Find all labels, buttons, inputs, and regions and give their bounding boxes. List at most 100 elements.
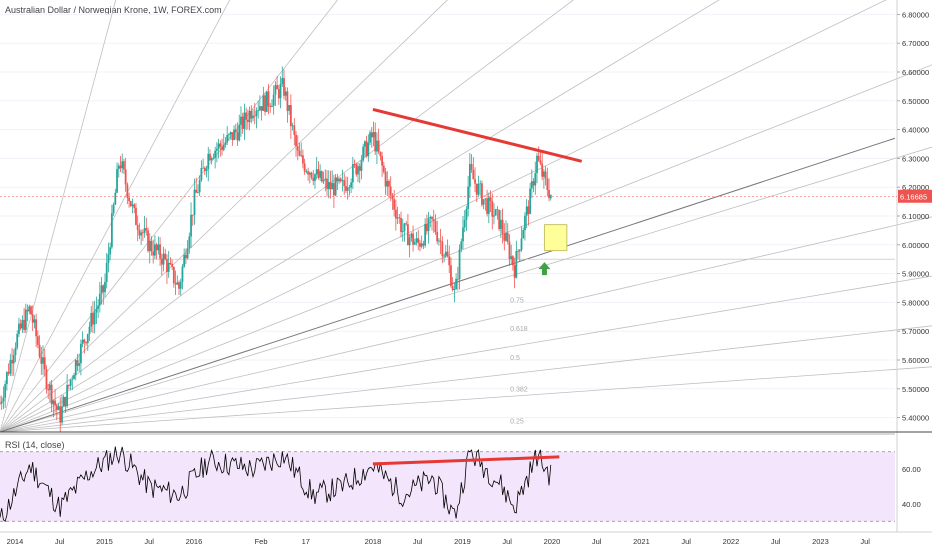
candle-body [400, 217, 402, 233]
candle-body [424, 223, 427, 246]
candle-body [135, 207, 137, 225]
candle-body [510, 256, 513, 260]
price-tick-label: 6.40000 [902, 126, 929, 135]
support-trendline [0, 137, 896, 433]
last-price-badge [898, 189, 932, 203]
candle-body [200, 168, 203, 181]
candle-body [121, 161, 124, 169]
candle-body [415, 238, 418, 243]
candle-body [336, 177, 339, 182]
candle-body [141, 232, 144, 234]
candle-body [31, 314, 34, 323]
time-tick-label: 2016 [186, 537, 203, 546]
price-tick-label: 5.60000 [902, 356, 929, 365]
candle-body [85, 342, 87, 344]
candle-body [67, 385, 70, 386]
time-tick-label: 2019 [454, 537, 471, 546]
candle-body [398, 217, 401, 219]
candle-body [479, 183, 482, 185]
candle-body [241, 116, 244, 129]
candle-body [367, 142, 370, 157]
candle-body [544, 171, 547, 179]
candle-body [481, 183, 483, 205]
candle-body [148, 240, 151, 251]
candle-body [233, 129, 235, 141]
candle-body [276, 85, 279, 90]
candle-body [274, 85, 277, 95]
candle-body [289, 105, 292, 127]
candle-body [508, 241, 511, 260]
candle-body [114, 192, 117, 205]
candle-body [487, 197, 490, 214]
candle-body [188, 236, 191, 249]
candle-body [79, 343, 82, 364]
candle-body [43, 357, 46, 370]
time-tick-label: 2018 [365, 537, 382, 546]
candle-body [105, 263, 108, 282]
candle-body [19, 323, 22, 329]
candle-body [107, 254, 110, 264]
rsi-band [0, 451, 895, 522]
candle-body [474, 179, 476, 184]
time-tick-label: 2020 [544, 537, 561, 546]
candle-body [437, 240, 440, 242]
candle-body [126, 184, 129, 198]
candle-body [136, 224, 139, 231]
time-tick-label: 2014 [7, 537, 24, 546]
candle-body [384, 171, 387, 187]
candle-body [35, 319, 38, 337]
candle-body [219, 143, 222, 147]
candle-body [252, 115, 254, 119]
candle-body [229, 132, 232, 135]
candle-body [546, 178, 549, 191]
candle-body [486, 198, 488, 214]
candle-body [362, 146, 365, 161]
candle-body [293, 125, 296, 135]
candle-body [379, 151, 382, 157]
fib-level-label: 0.25 [510, 418, 524, 425]
candle-body [49, 384, 51, 391]
candle-body [178, 282, 180, 289]
candle-body [431, 216, 433, 220]
candle-body [143, 228, 146, 233]
candle-body [61, 406, 63, 423]
candle-body [59, 406, 62, 423]
candle-body [393, 199, 396, 210]
candle-body [524, 215, 526, 231]
candle-body [171, 264, 174, 267]
candle-body [527, 206, 530, 214]
candle-body [501, 219, 504, 234]
candle-body [23, 319, 25, 330]
candle-body [499, 219, 502, 229]
candle-body [460, 241, 463, 250]
candle-body [345, 186, 347, 191]
candle-body [286, 91, 289, 111]
candle-body [308, 172, 311, 175]
candle-body [145, 228, 148, 231]
rsi-title: RSI (14, close) [5, 440, 65, 450]
candle-body [350, 182, 353, 188]
candle-body [11, 360, 13, 364]
fib-level-label: 0.75 [510, 297, 524, 304]
candle-body [30, 306, 32, 315]
candle-body [429, 216, 432, 219]
candle-body [95, 308, 98, 313]
candle-body [532, 181, 535, 186]
candle-body [215, 148, 218, 151]
candle-body [64, 396, 67, 407]
candle-body [198, 180, 201, 193]
candle-body [281, 78, 284, 84]
candle-body [391, 195, 394, 200]
price-tick-label: 6.00000 [902, 241, 929, 250]
candle-body [277, 89, 280, 99]
price-tick-label: 6.20000 [902, 183, 929, 192]
candle-body [382, 165, 385, 172]
candle-body [515, 251, 518, 278]
candle-body [312, 177, 315, 181]
candle-body [539, 160, 542, 164]
candle-body [333, 183, 335, 196]
candle-body [291, 125, 294, 127]
candle-body [444, 251, 447, 256]
candle-body [272, 94, 275, 106]
